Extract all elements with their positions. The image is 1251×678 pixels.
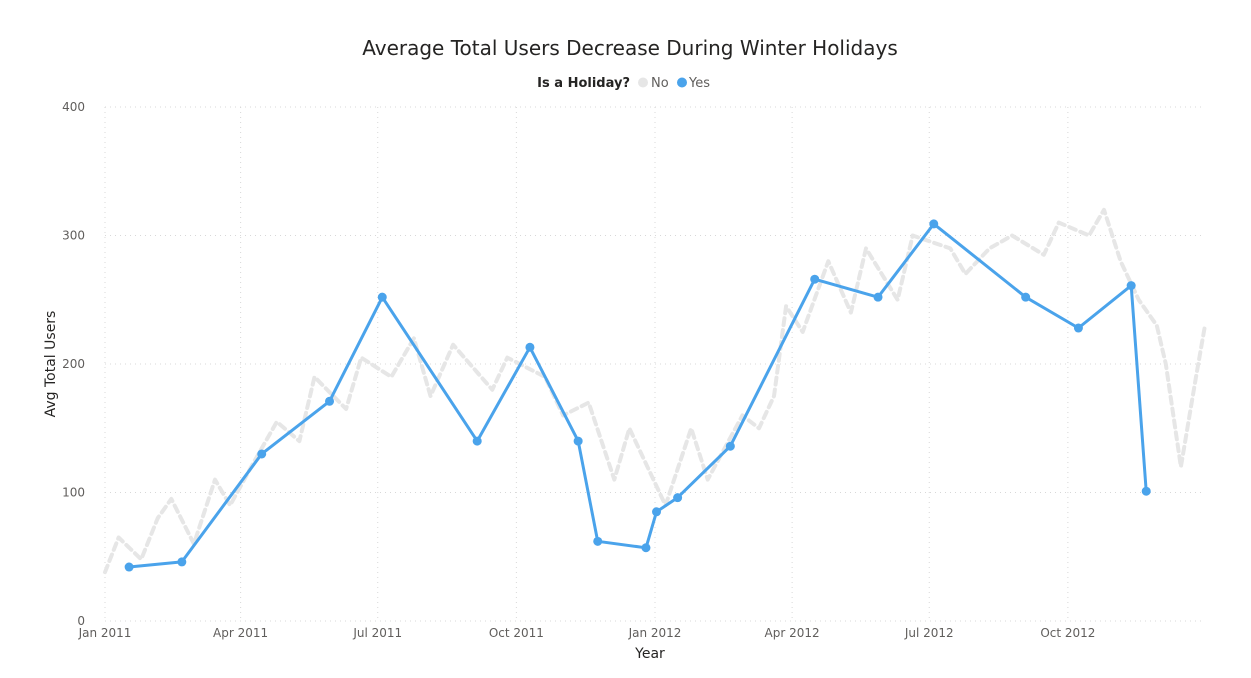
series-line-no — [103, 207, 1207, 575]
legend-marker-no[interactable] — [638, 77, 648, 88]
legend-marker-yes[interactable] — [677, 77, 687, 88]
series-no — [103, 207, 1207, 575]
y-tick-label: 200 — [62, 357, 85, 371]
x-axis-ticks: Jan 2011 Apr 2011 Jul 2011 Oct 2011 Jan 2012… — [78, 626, 1096, 640]
y-tick-label: 0 — [77, 614, 85, 628]
y-axis-ticks: 0 100 200 300 400 — [62, 100, 85, 628]
data-point-yes-19 — [1141, 486, 1151, 496]
x-tick-label: Jul 2012 — [904, 626, 954, 640]
series-line-yes — [127, 222, 1148, 569]
x-tick-label: Jan 2011 — [78, 626, 132, 640]
x-tick-label: Oct 2012 — [1040, 626, 1095, 640]
y-axis-title: Avg Total Users — [43, 311, 59, 418]
x-tick-label: Apr 2011 — [213, 626, 268, 640]
legend[interactable]: Is a Holiday? No Yes — [537, 76, 710, 91]
data-point-yes-7 — [573, 436, 583, 446]
data-point-yes-1 — [177, 557, 187, 567]
x-tick-label: Apr 2012 — [765, 626, 820, 640]
data-point-yes-8 — [593, 536, 603, 546]
data-point-yes-17 — [1073, 323, 1083, 333]
legend-title: Is a Holiday? — [537, 76, 630, 91]
data-point-yes-5 — [472, 436, 482, 446]
x-tick-label: Jan 2012 — [628, 626, 682, 640]
data-point-yes-18 — [1126, 281, 1136, 291]
data-point-yes-15 — [929, 219, 939, 229]
series-yes — [124, 219, 1151, 572]
x-tick-label: Oct 2011 — [489, 626, 544, 640]
y-tick-label: 100 — [62, 486, 85, 500]
chart-title: Average Total Users Decrease During Wint… — [362, 36, 898, 60]
data-point-yes-12 — [725, 441, 735, 451]
legend-label-no[interactable]: No — [651, 76, 669, 91]
data-point-yes-16 — [1021, 292, 1031, 302]
gridlines — [104, 106, 1205, 622]
legend-label-yes[interactable]: Yes — [688, 76, 710, 91]
data-point-yes-4 — [377, 292, 387, 302]
data-point-yes-14 — [873, 292, 883, 302]
data-point-yes-3 — [325, 396, 335, 406]
data-point-yes-9 — [641, 543, 651, 553]
y-tick-label: 300 — [62, 229, 85, 243]
data-point-yes-11 — [673, 493, 683, 503]
data-point-yes-0 — [124, 562, 134, 572]
x-tick-label: Jul 2011 — [352, 626, 402, 640]
data-point-yes-6 — [525, 342, 535, 352]
data-point-yes-10 — [652, 507, 662, 517]
data-point-yes-2 — [257, 449, 267, 459]
data-point-yes-13 — [810, 274, 820, 284]
y-tick-label: 400 — [62, 100, 85, 114]
x-axis-title: Year — [634, 646, 665, 662]
